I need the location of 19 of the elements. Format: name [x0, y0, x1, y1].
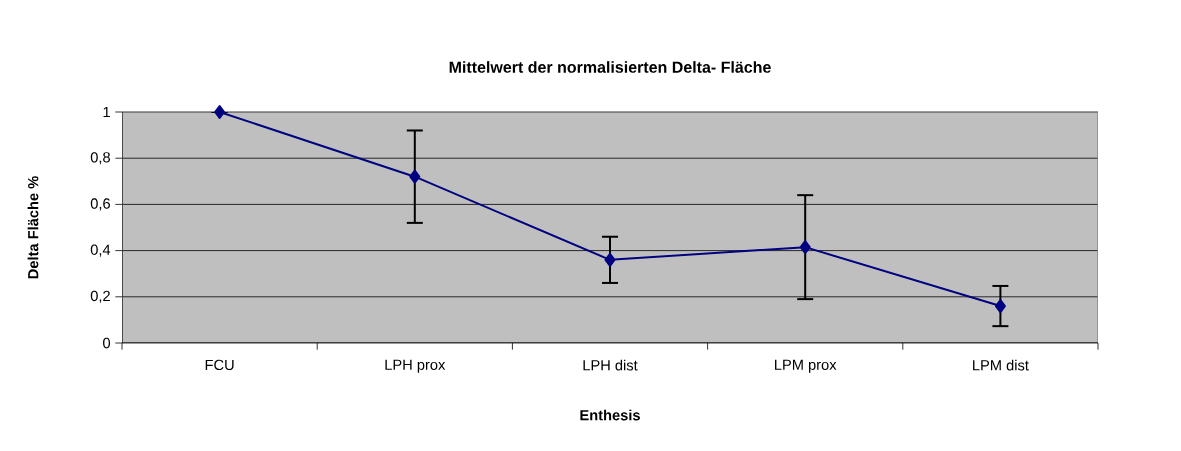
- chart-title: Mittelwert der normalisierten Delta- Fläche: [449, 61, 771, 73]
- x-axis-title: Enthesis: [580, 409, 640, 421]
- point: [994, 299, 1006, 314]
- x-tick-label: LPH dist: [583, 359, 638, 371]
- x-tick-label: LPH prox: [385, 359, 446, 373]
- y-tick-label: 0: [103, 337, 111, 349]
- x-tick-label: LPM prox: [775, 359, 837, 373]
- y-tick-label: 0,6: [90, 198, 110, 211]
- x-tick-label: LPM dist: [973, 359, 1029, 371]
- point: [409, 169, 421, 184]
- y-axis-title: Delta Fläche %: [27, 176, 39, 279]
- y-tick-label: 0,4: [90, 244, 111, 257]
- x-tick-label: FCU: [205, 359, 234, 371]
- y-tick-label: 1: [103, 106, 110, 118]
- point: [799, 240, 811, 255]
- y-tick-label: 0,8: [90, 152, 110, 165]
- point: [604, 252, 616, 267]
- point: [214, 105, 226, 119]
- y-tick-label: 0,2: [90, 290, 110, 303]
